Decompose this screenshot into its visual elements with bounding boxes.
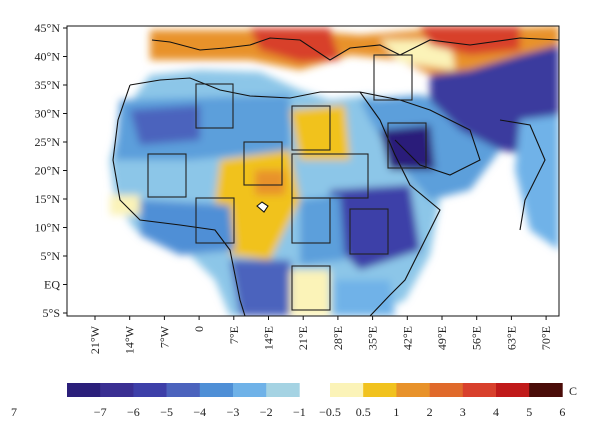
latitude-label: 25°N <box>35 135 61 149</box>
analysis-box <box>373 54 413 101</box>
latitude-label: EQ <box>44 278 60 292</box>
longitude-label: 7°E <box>227 326 241 344</box>
latitude-label: 35°N <box>35 78 61 92</box>
longitude-label: 14°W <box>123 325 137 354</box>
colorbar-label: −1 <box>293 405 306 419</box>
colorbar-label: −5 <box>160 405 173 419</box>
colorbar-label: 4 <box>493 405 499 419</box>
longitude-label: 21°W <box>88 325 102 354</box>
longitude-axis: 21°W 14°W 7°W 0 7°E 14°E 21°E 28°E 35°E 42°E 49°E 5… <box>88 316 553 354</box>
coastlines <box>112 37 559 316</box>
colorbar-swatch <box>100 383 134 397</box>
longitude-label: 70°E <box>539 326 553 350</box>
analysis-box <box>243 141 283 186</box>
latitude-axis: 45°N 40°N 35°N 30°N 25°N 20°N 15°N 10°N 5°N EQ 5°S <box>35 21 67 320</box>
colorbar-swatch <box>363 383 397 397</box>
longitude-label: 14°E <box>262 326 276 350</box>
colorbar-swatch <box>199 383 234 397</box>
colorbar-label: −4 <box>193 405 206 419</box>
longitude-label: 21°E <box>296 326 310 350</box>
longitude-label: 0 <box>192 326 206 332</box>
colorbar: −7 −6 −5 −4 −3 −2 −1 −0.5 0.5 1 2 3 4 5 6 7 <box>11 383 565 419</box>
colorbar-label: 2 <box>427 405 433 419</box>
colorbar-swatch <box>429 383 464 397</box>
colorbar-label: −7 <box>94 405 107 419</box>
longitude-label: 56°E <box>470 326 484 350</box>
latitude-label: 5°N <box>41 249 61 263</box>
longitude-label: 49°E <box>435 326 449 350</box>
colorbar-swatch <box>529 383 563 397</box>
analysis-box <box>147 153 187 198</box>
colorbar-swatch <box>67 383 101 397</box>
colorbar-swatch <box>233 383 267 397</box>
latitude-label: 30°N <box>35 107 61 121</box>
colorbar-label: 7 <box>11 405 17 419</box>
colorbar-label: 6 <box>559 405 565 419</box>
colorbar-label: −0.5 <box>319 405 341 419</box>
colorbar-swatch <box>462 383 497 397</box>
longitude-label: 63°E <box>504 326 518 350</box>
colorbar-label: −2 <box>260 405 273 419</box>
latitude-label: 40°N <box>35 50 61 64</box>
latitude-label: 20°N <box>35 164 61 178</box>
longitude-label: 7°W <box>157 325 171 348</box>
analysis-box <box>195 197 235 244</box>
latitude-label: 15°N <box>35 192 61 206</box>
longitude-label: 42°E <box>400 326 414 350</box>
analysis-box <box>387 122 427 169</box>
latitude-label: 45°N <box>35 21 61 35</box>
colorbar-label: 3 <box>460 405 466 419</box>
colorbar-swatch <box>396 383 430 397</box>
colorbar-label: 5 <box>526 405 532 419</box>
colorbar-unit: C <box>569 384 577 398</box>
colorbar-swatch <box>133 383 167 397</box>
colorbar-swatch <box>266 383 300 397</box>
latitude-label: 5°S <box>43 306 60 320</box>
analysis-box <box>195 83 234 129</box>
colorbar-label: −6 <box>127 405 140 419</box>
analysis-boxes <box>147 54 427 311</box>
colorbar-label: −3 <box>227 405 240 419</box>
colorbar-label: 0.5 <box>356 405 371 419</box>
colorbar-swatch <box>166 383 201 397</box>
colorbar-label: 1 <box>393 405 399 419</box>
analysis-box <box>291 105 331 151</box>
latitude-label: 10°N <box>35 221 61 235</box>
colorbar-swatch <box>496 383 530 397</box>
colorbar-swatch <box>330 383 364 397</box>
analysis-box <box>291 265 331 311</box>
longitude-label: 35°E <box>366 326 380 350</box>
analysis-box <box>349 208 389 255</box>
longitude-label: 28°E <box>331 326 345 350</box>
analysis-box <box>291 153 369 199</box>
